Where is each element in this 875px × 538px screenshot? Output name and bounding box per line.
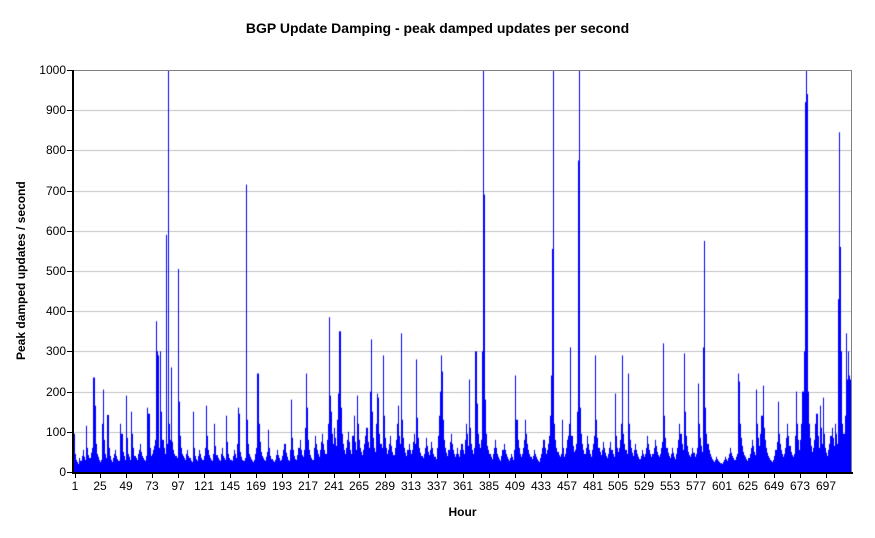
x-tick-mark <box>618 474 619 478</box>
x-tick-label: 409 <box>504 479 526 493</box>
x-tick-mark <box>515 474 516 478</box>
x-tick-mark <box>670 474 671 478</box>
y-tick-label: 200 <box>45 385 66 399</box>
x-tick-label: 265 <box>348 479 370 493</box>
x-tick-label: 433 <box>530 479 552 493</box>
x-tick-mark <box>826 474 827 478</box>
y-tick-label: 800 <box>45 143 66 157</box>
y-tick-label: 500 <box>45 264 66 278</box>
chart-title: BGP Update Damping - peak damped updates… <box>245 20 630 36</box>
x-tick-mark <box>722 474 723 478</box>
y-tick-mark <box>67 392 72 393</box>
y-tick-label: 1000 <box>39 63 66 77</box>
x-tick-mark <box>100 474 101 478</box>
y-tick-mark <box>67 110 72 111</box>
y-tick-label: 600 <box>45 224 66 238</box>
x-tick-label: 337 <box>426 479 448 493</box>
y-axis-line <box>72 70 74 474</box>
x-tick-mark <box>204 474 205 478</box>
x-tick-mark <box>152 474 153 478</box>
x-tick-label: 361 <box>452 479 474 493</box>
x-tick-mark <box>489 474 490 478</box>
x-tick-label: 505 <box>607 479 629 493</box>
y-tick-label: 400 <box>45 304 66 318</box>
x-tick-label: 289 <box>374 479 396 493</box>
x-axis-title: Hour <box>448 505 477 519</box>
x-tick-mark <box>75 474 76 478</box>
x-tick-mark <box>178 474 179 478</box>
x-tick-label: 145 <box>219 479 241 493</box>
x-tick-mark <box>541 474 542 478</box>
x-tick-mark <box>463 474 464 478</box>
x-tick-mark <box>359 474 360 478</box>
y-tick-mark <box>67 231 72 232</box>
x-tick-mark <box>385 474 386 478</box>
x-tick-label: 193 <box>271 479 293 493</box>
y-tick-label: 0 <box>59 465 66 479</box>
y-tick-mark <box>67 70 72 71</box>
x-axis-line <box>72 472 853 474</box>
x-tick-label: 97 <box>171 479 185 493</box>
x-tick-label: 385 <box>478 479 500 493</box>
x-tick-mark <box>256 474 257 478</box>
y-tick-mark <box>67 271 72 272</box>
y-tick-mark <box>67 472 72 473</box>
x-tick-label: 529 <box>633 479 655 493</box>
x-tick-label: 241 <box>323 479 345 493</box>
y-tick-label: 100 <box>45 425 66 439</box>
x-tick-label: 169 <box>245 479 267 493</box>
x-tick-mark <box>696 474 697 478</box>
x-tick-label: 121 <box>193 479 215 493</box>
y-tick-mark <box>67 150 72 151</box>
x-tick-label: 73 <box>145 479 159 493</box>
y-tick-label: 900 <box>45 103 66 117</box>
x-tick-mark <box>308 474 309 478</box>
x-tick-label: 577 <box>685 479 707 493</box>
plot-frame-top <box>74 70 851 71</box>
x-tick-label: 553 <box>659 479 681 493</box>
x-tick-mark <box>567 474 568 478</box>
x-tick-label: 697 <box>815 479 837 493</box>
x-tick-mark <box>800 474 801 478</box>
x-tick-mark <box>411 474 412 478</box>
x-tick-label: 481 <box>582 479 604 493</box>
y-tick-mark <box>67 432 72 433</box>
x-tick-label: 673 <box>789 479 811 493</box>
x-tick-mark <box>774 474 775 478</box>
x-tick-mark <box>437 474 438 478</box>
x-tick-mark <box>644 474 645 478</box>
x-tick-label: 49 <box>119 479 133 493</box>
x-tick-label: 649 <box>763 479 785 493</box>
x-tick-mark <box>334 474 335 478</box>
y-tick-mark <box>67 351 72 352</box>
plot-area <box>74 70 851 472</box>
y-tick-mark <box>67 191 72 192</box>
x-tick-mark <box>748 474 749 478</box>
x-tick-mark <box>282 474 283 478</box>
y-tick-label: 700 <box>45 184 66 198</box>
x-tick-label: 25 <box>93 479 107 493</box>
y-tick-label: 300 <box>45 344 66 358</box>
x-tick-mark <box>126 474 127 478</box>
x-tick-label: 601 <box>711 479 733 493</box>
x-tick-label: 457 <box>556 479 578 493</box>
x-tick-label: 217 <box>297 479 319 493</box>
x-tick-label: 1 <box>71 479 79 493</box>
y-tick-mark <box>67 311 72 312</box>
x-tick-mark <box>593 474 594 478</box>
x-tick-label: 625 <box>737 479 759 493</box>
plot-frame-right <box>851 70 852 472</box>
x-tick-mark <box>230 474 231 478</box>
x-tick-label: 313 <box>400 479 422 493</box>
